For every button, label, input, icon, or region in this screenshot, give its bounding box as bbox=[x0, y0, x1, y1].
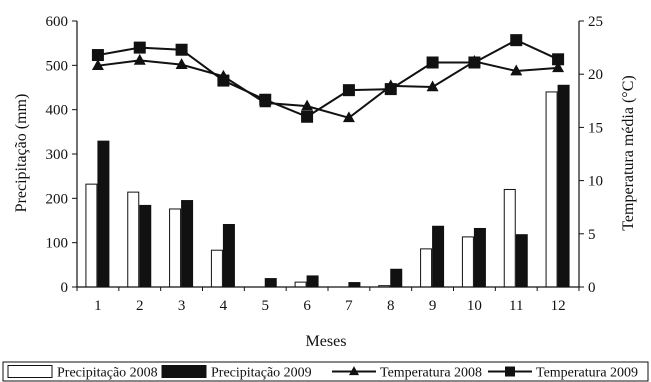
point-temperatura-2009 bbox=[468, 56, 481, 69]
point-temperatura-2009 bbox=[510, 34, 523, 47]
y-tick-label: 300 bbox=[46, 147, 69, 163]
x-tick-label: 2 bbox=[136, 298, 144, 314]
x-tick-label: 8 bbox=[387, 298, 395, 314]
y2-tick-label: 15 bbox=[588, 120, 603, 136]
point-temperatura-2008 bbox=[133, 53, 146, 65]
legend-marker-temperatura-2008 bbox=[349, 366, 359, 376]
legend-label-temperatura-2008: Temperatura 2008 bbox=[380, 366, 482, 381]
bar-precipita-o-2009 bbox=[181, 200, 194, 288]
y2-tick-label: 5 bbox=[588, 227, 596, 243]
point-temperatura-2008 bbox=[426, 80, 439, 92]
y2-tick-label: 25 bbox=[588, 14, 603, 30]
y2-tick-label: 0 bbox=[588, 280, 596, 296]
x-tick-label: 1 bbox=[94, 298, 102, 314]
y-tick-label: 600 bbox=[46, 14, 69, 30]
y-tick-label: 500 bbox=[46, 58, 69, 74]
y-tick-label: 400 bbox=[46, 103, 69, 119]
bar-precipita-o-2008 bbox=[545, 91, 558, 288]
bar-precipita-o-2009 bbox=[515, 234, 528, 288]
point-temperatura-2008 bbox=[175, 58, 188, 69]
legend-swatch-precipita-o-2009 bbox=[161, 365, 207, 378]
point-temperatura-2009 bbox=[217, 74, 230, 87]
bar-precipita-o-2009 bbox=[97, 140, 110, 288]
point-temperatura-2009 bbox=[552, 53, 565, 66]
legend-label-precipita-o-2008: Precipitação 2008 bbox=[57, 366, 158, 381]
point-temperatura-2008 bbox=[510, 64, 523, 76]
y-axis-label: Precipitação (mm) bbox=[13, 94, 30, 213]
x-tick-label: 5 bbox=[262, 298, 270, 314]
legend: Precipitação 2008 Precipitação 2009 Temper… bbox=[2, 361, 649, 382]
bar-precipita-o-2009 bbox=[306, 275, 319, 288]
bar-precipita-o-2008 bbox=[420, 248, 433, 288]
bar-precipita-o-2008 bbox=[210, 249, 223, 288]
bar-precipita-o-2008 bbox=[127, 191, 140, 288]
bar-precipita-o-2008 bbox=[503, 188, 516, 288]
point-temperatura-2008 bbox=[301, 99, 314, 111]
point-temperatura-2009 bbox=[384, 83, 397, 96]
point-temperatura-2008 bbox=[342, 111, 355, 123]
legend-marker-temperatura-2009 bbox=[505, 366, 515, 377]
x-tick-label: 3 bbox=[178, 298, 186, 314]
bar-precipita-o-2009 bbox=[432, 225, 445, 288]
line-temperatura-2008 bbox=[97, 59, 559, 119]
y2-tick-label: 10 bbox=[588, 174, 603, 190]
legend-label-temperatura-2009: Temperatura 2009 bbox=[536, 366, 638, 381]
bar-precipita-o-2009 bbox=[139, 204, 152, 288]
x-axis-label: Meses bbox=[306, 333, 347, 350]
bar-precipita-o-2009 bbox=[390, 268, 403, 288]
bar-precipita-o-2009 bbox=[222, 223, 235, 288]
bar-precipita-o-2008 bbox=[85, 183, 98, 288]
point-temperatura-2008 bbox=[552, 61, 565, 73]
x-tick-label: 10 bbox=[467, 298, 482, 314]
y-tick-label: 100 bbox=[46, 236, 69, 252]
bar-precipita-o-2008 bbox=[294, 281, 307, 288]
x-tick-label: 12 bbox=[551, 298, 566, 314]
bar-precipita-o-2008 bbox=[461, 236, 474, 288]
bars-layer bbox=[85, 84, 570, 288]
point-temperatura-2008 bbox=[91, 59, 104, 71]
legend-box bbox=[2, 361, 649, 382]
bar-precipita-o-2009 bbox=[557, 84, 570, 288]
point-temperatura-2009 bbox=[342, 84, 355, 97]
y2-axis-label: Temperatura média (°C) bbox=[620, 75, 637, 230]
bar-precipita-o-2009 bbox=[348, 282, 361, 288]
x-tick-label: 6 bbox=[303, 298, 311, 314]
lines-layer bbox=[91, 34, 565, 123]
y2-tick-label: 20 bbox=[588, 67, 603, 83]
legend-swatch-precipita-o-2008 bbox=[7, 365, 53, 378]
point-temperatura-2009 bbox=[133, 41, 146, 54]
bar-precipita-o-2009 bbox=[473, 227, 486, 288]
x-tick-label: 7 bbox=[345, 298, 353, 314]
bar-precipita-o-2009 bbox=[264, 278, 277, 288]
point-temperatura-2009 bbox=[301, 110, 314, 123]
x-tick-label: 9 bbox=[429, 298, 437, 314]
point-temperatura-2009 bbox=[259, 93, 272, 106]
x-tick-label: 11 bbox=[509, 298, 523, 314]
point-temperatura-2009 bbox=[175, 43, 188, 56]
x-tick-label: 4 bbox=[220, 298, 228, 314]
y-tick-label: 200 bbox=[46, 191, 69, 207]
legend-label-precipita-o-2009: Precipitação 2009 bbox=[211, 366, 312, 381]
point-temperatura-2009 bbox=[91, 49, 104, 62]
point-temperatura-2009 bbox=[426, 56, 439, 69]
line-temperatura-2009 bbox=[97, 39, 559, 118]
bar-precipita-o-2008 bbox=[169, 208, 182, 288]
y-tick-label: 0 bbox=[61, 280, 69, 296]
